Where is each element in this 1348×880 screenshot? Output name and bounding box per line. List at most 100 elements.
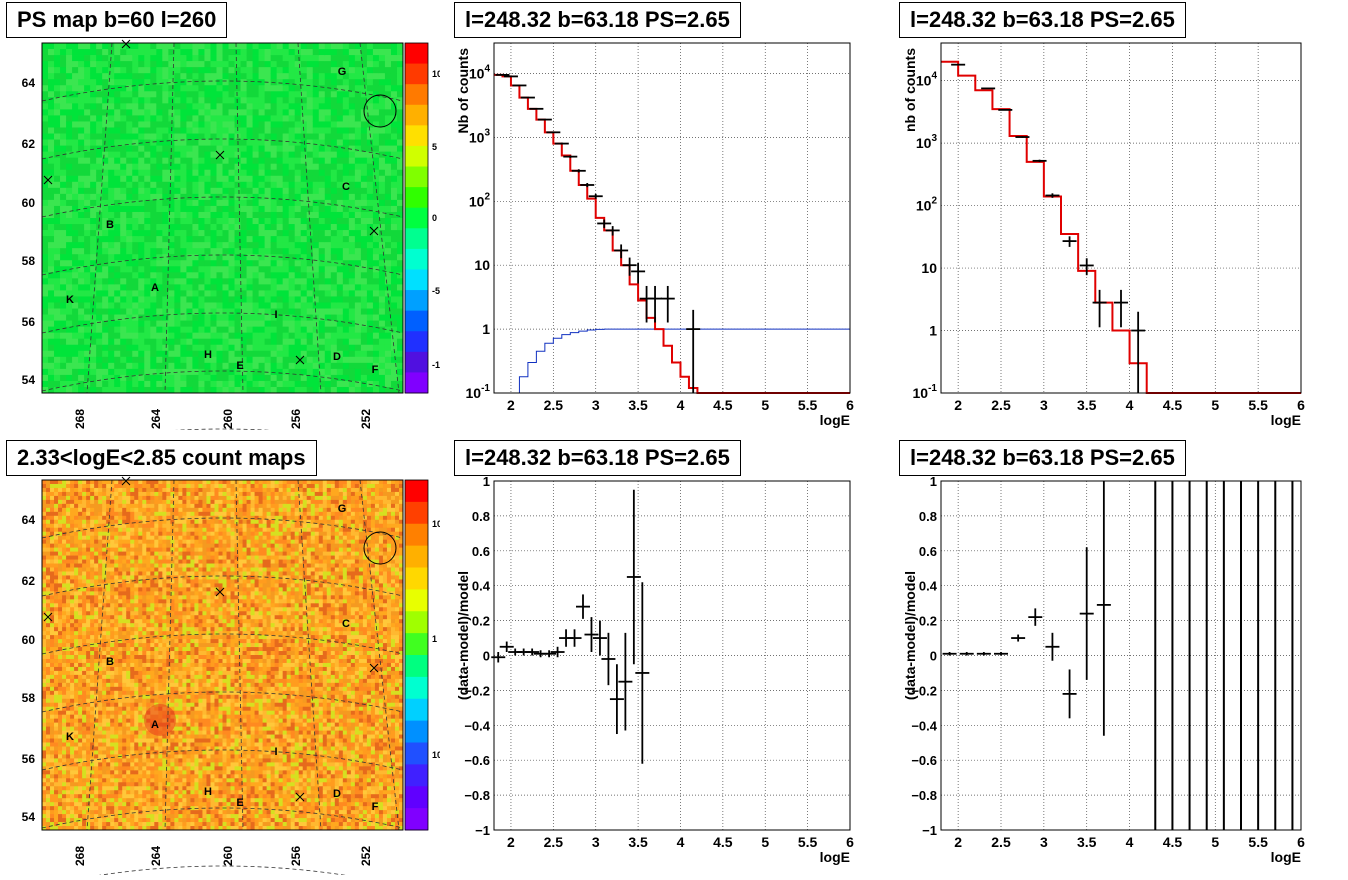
map-cell [94,683,98,687]
map-cell [86,508,90,512]
map-cell [162,188,168,194]
map-cell [162,248,168,254]
map-cell [223,206,229,212]
map-cell [66,711,70,715]
map-cell [361,230,367,236]
map-cell [54,79,60,85]
map-cell [86,774,90,778]
map-cell [96,339,102,345]
map-cell [385,103,391,109]
map-cell [156,97,162,103]
map-cell [204,224,210,230]
colorbar-cell [405,331,428,352]
map-cell [367,67,373,73]
map-cell [180,188,186,194]
map-cell [229,357,235,363]
map-cell [86,639,90,643]
map-cell [235,182,241,188]
map-cell [138,194,144,200]
map-cell [42,103,48,109]
map-cell [150,212,156,218]
map-cell [331,182,337,188]
map-cell [373,345,379,351]
map-cell [271,158,277,164]
map-cell [54,73,60,79]
map-cell [58,806,62,810]
map-cell [114,272,120,278]
map-cell [94,750,98,754]
map-cell [78,806,82,810]
map-cell [337,79,343,85]
map-cell [259,103,265,109]
map-cell [90,552,94,556]
map-cell [168,381,174,387]
map-cell [192,67,198,73]
map-cell [42,520,46,524]
map-cell [168,164,174,170]
map-cell [58,599,62,603]
map-cell [58,631,62,635]
map-cell [331,339,337,345]
map-cell [90,61,96,67]
map-cell [86,564,90,568]
map-cell [355,272,361,278]
map-cell [78,85,84,91]
map-cell [349,302,355,308]
map-cell [82,699,86,703]
map-cell [295,284,301,290]
map-cell [98,794,102,798]
map-cell [48,134,54,140]
map-cell [144,218,150,224]
map-cell [98,540,102,544]
map-cell [325,109,331,115]
map-cell [247,375,253,381]
map-cell [204,387,210,393]
map-cell [186,339,192,345]
map-cell [144,315,150,321]
map-cell [132,103,138,109]
map-cell [98,782,102,786]
map-cell [70,571,74,575]
map-cell [337,230,343,236]
map-cell [54,520,58,524]
map-cell [319,194,325,200]
map-cell [48,218,54,224]
map-cell [229,230,235,236]
map-cell [355,115,361,121]
map-cell [174,363,180,369]
map-cell [307,242,313,248]
map-cell [66,134,72,140]
map-cell [355,315,361,321]
map-cell [90,790,94,794]
map-cell [48,121,54,127]
map-cell [337,278,343,284]
x-axis-label: logE [1271,412,1301,428]
map-cell [216,127,222,133]
map-cell [98,564,102,568]
map-cell [289,49,295,55]
map-cell [301,266,307,272]
map-cell [247,200,253,206]
map-cell [98,798,102,802]
map-cell [102,254,108,260]
map-cell [385,43,391,49]
map-cell [307,67,313,73]
map-cell [54,504,58,508]
map-cell [54,560,58,564]
map-cell [62,699,66,703]
map-cell [58,595,62,599]
map-cell [74,635,78,639]
map-cell [241,345,247,351]
map-cell [94,560,98,564]
map-cell [223,97,229,103]
map-cell [247,321,253,327]
map-cell [343,164,349,170]
map-cell [235,200,241,206]
map-cell [90,548,94,552]
map-cell [361,387,367,393]
map-cell [144,375,150,381]
map-cell [114,302,120,308]
map-cell [162,339,168,345]
map-cell [253,109,259,115]
map-cell [144,248,150,254]
